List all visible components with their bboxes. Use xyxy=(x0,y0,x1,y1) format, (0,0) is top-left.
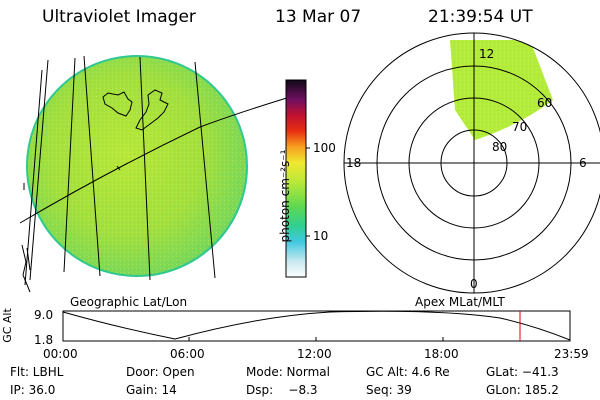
door-status: Door: Open xyxy=(126,365,195,379)
alt-xtick-4: 23:59 xyxy=(554,347,589,361)
mlt-label-6: 6 xyxy=(579,156,587,170)
time-label: 21:39:54 UT xyxy=(428,7,533,27)
alt-xtick-2: 12:00 xyxy=(297,347,332,361)
seq-status: Seq: 39 xyxy=(366,383,412,397)
colorbar-tick-100: 100 xyxy=(313,141,336,155)
alt-ytick-low: 1.8 xyxy=(34,333,54,347)
mlat-label-70: 70 xyxy=(512,120,528,134)
colorbar xyxy=(285,79,310,278)
alt-xtick-3: 18:00 xyxy=(424,347,459,361)
alt-xtick-1: 06:00 xyxy=(170,347,205,361)
earth-image xyxy=(26,55,248,277)
mlt-label-0: 0 xyxy=(470,277,478,291)
dsp-status: Dsp: −8.3 xyxy=(246,383,318,397)
coastline xyxy=(102,89,169,131)
misc-markers xyxy=(21,165,121,293)
mlat-label-80: 80 xyxy=(492,140,508,154)
geo-grid xyxy=(19,55,301,286)
mode-status: Mode: Normal xyxy=(246,365,330,379)
mlt-label-12: 12 xyxy=(479,47,495,61)
mlt-label-18: 18 xyxy=(346,156,362,170)
geo-panel-label: Geographic Lat/Lon xyxy=(70,295,188,309)
glat-status: GLat: −41.3 xyxy=(486,365,559,379)
altitude-plot xyxy=(62,310,571,342)
filter-status: Flt: LBHL xyxy=(10,365,64,379)
ip-status: IP: 36.0 xyxy=(10,383,56,397)
gain-status: Gain: 14 xyxy=(126,383,177,397)
polar-plot xyxy=(343,32,600,294)
glon-status: GLon: 185.2 xyxy=(486,383,559,397)
apex-panel-label: Apex MLat/MLT xyxy=(415,295,505,309)
colorbar-unit-label: photon cm⁻²s⁻¹ xyxy=(278,149,292,243)
alt-ylabel: GC Alt xyxy=(0,308,14,343)
date-label: 13 Mar 07 xyxy=(275,7,362,27)
gc-alt-status: GC Alt: 4.6 Re xyxy=(366,365,450,379)
alt-ytick-high: 9.0 xyxy=(34,308,54,322)
colorbar-tick-10: 10 xyxy=(313,229,329,243)
altitude-curve xyxy=(62,310,571,341)
instrument-title: Ultraviolet Imager xyxy=(42,7,196,27)
mlat-label-60: 60 xyxy=(537,96,553,110)
alt-xtick-0: 00:00 xyxy=(43,347,78,361)
